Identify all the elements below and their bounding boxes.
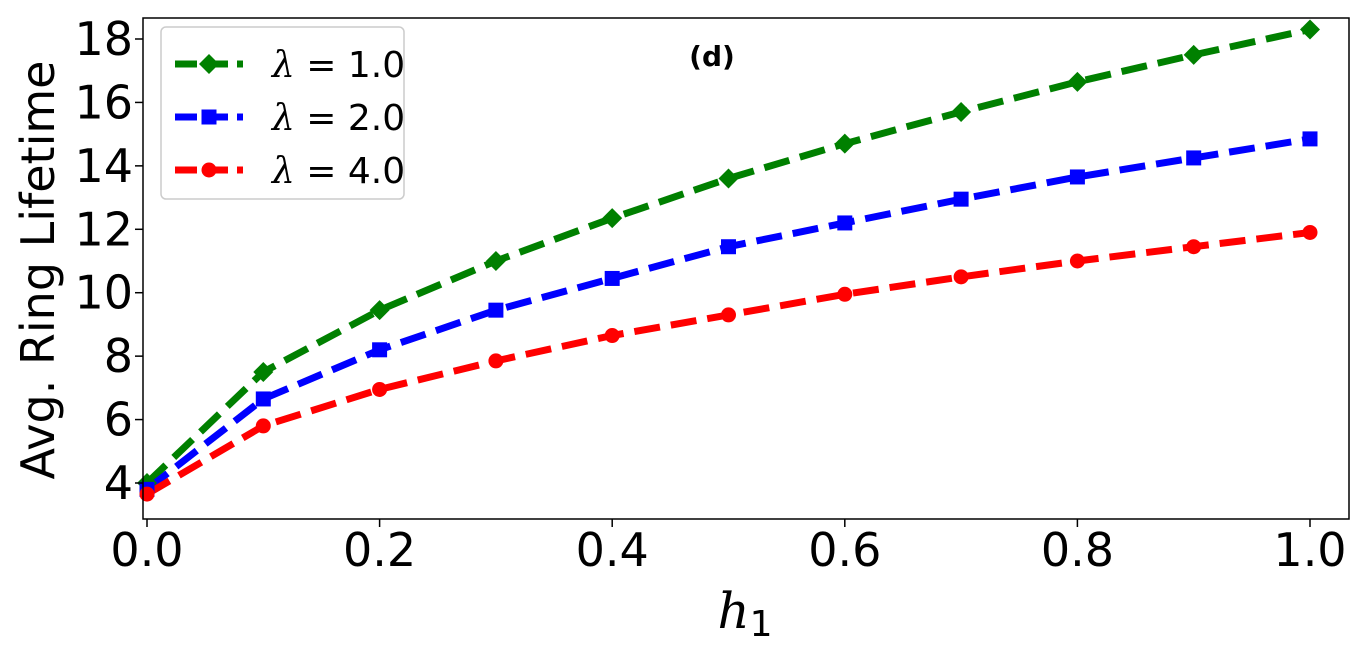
legend-label: λ = 2.0	[270, 98, 405, 139]
y-tick-label: 12	[74, 202, 133, 256]
legend-label: λ = 1.0	[270, 45, 405, 86]
data-point-series-2	[255, 391, 271, 407]
panel-label: (d)	[689, 40, 735, 73]
data-point-series-1	[369, 300, 390, 321]
data-point-series-3	[1186, 239, 1202, 255]
legend: λ = 1.0 λ = 2.0 λ = 4.0	[160, 26, 405, 200]
legend-marker	[199, 54, 219, 74]
x-axis-label-main: h	[717, 582, 749, 640]
data-point-series-1	[1067, 71, 1088, 92]
y-axis: 4 6 8 10 12 14 16 18	[74, 12, 143, 510]
data-point-series-1	[834, 133, 855, 154]
x-tick-label: 0.8	[1041, 523, 1114, 577]
data-point-series-1	[1300, 19, 1320, 40]
data-point-series-2	[488, 302, 504, 318]
data-point-series-1	[718, 168, 739, 189]
x-tick-label: 0.0	[110, 523, 183, 577]
data-point-series-3	[604, 328, 620, 344]
x-axis-label-subscript: 1	[750, 604, 773, 645]
data-point-series-3	[1302, 224, 1318, 240]
data-point-series-1	[1183, 44, 1204, 65]
plot-area-frame	[142, 17, 1350, 520]
data-point-series-2	[953, 191, 969, 207]
legend-marker	[201, 162, 217, 178]
data-point-series-2	[1302, 131, 1318, 147]
data-point-series-2	[1186, 150, 1202, 166]
x-tick-label: 1.0	[1273, 523, 1346, 577]
data-point-series-3	[372, 381, 388, 397]
legend-label: λ = 4.0	[270, 151, 405, 192]
data-point-series-1	[951, 101, 972, 122]
data-point-series-2	[721, 239, 736, 255]
x-tick-label: 0.2	[343, 523, 416, 577]
data-point-series-3	[953, 269, 969, 285]
y-tick-label: 6	[104, 393, 133, 447]
data-point-series-1	[253, 362, 274, 382]
data-point-series-3	[255, 418, 271, 434]
y-tick-label: 18	[74, 12, 133, 66]
data-point-series-3	[1069, 253, 1085, 269]
y-tick-label: 16	[74, 75, 133, 129]
data-point-series-2	[1069, 169, 1085, 185]
data-point-series-3	[139, 486, 155, 502]
data-point-series-3	[837, 286, 853, 302]
y-tick-label: 10	[74, 266, 133, 320]
x-tick-label: 0.4	[576, 523, 649, 577]
legend-marker	[201, 109, 217, 125]
y-tick-label: 8	[104, 329, 133, 383]
legend-box	[160, 26, 405, 200]
data-point-series-2	[372, 342, 388, 358]
y-axis-label: Avg. Ring Lifetime	[11, 61, 65, 480]
x-axis-label: h1	[717, 582, 772, 645]
data-point-series-1	[485, 251, 506, 271]
y-tick-label: 14	[74, 139, 133, 193]
data-point-series-2	[837, 215, 853, 231]
data-point-series-2	[604, 270, 620, 286]
data-point-series-1	[602, 208, 623, 229]
x-axis: 0.0 0.2 0.4 0.6 0.8 1.0	[110, 519, 1347, 577]
x-tick-label: 0.6	[808, 523, 881, 577]
data-point-series-3	[721, 307, 736, 323]
series-line-3	[145, 229, 1311, 498]
y-tick-label: 4	[104, 456, 133, 510]
data-point-series-3	[488, 353, 504, 369]
